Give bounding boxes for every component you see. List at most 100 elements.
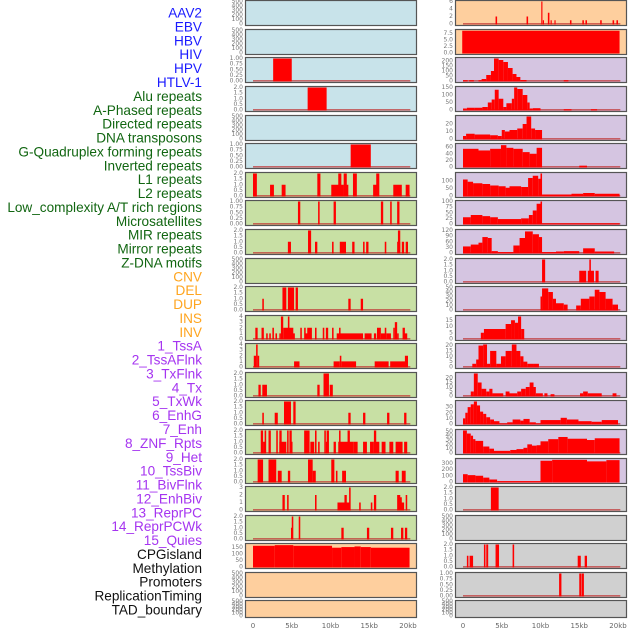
coverage-bar [540,420,561,425]
y-tick-label: 0.00 [440,593,454,600]
coverage-bar [308,459,313,483]
coverage-bar [463,80,468,82]
x-tick-label: 15kb [361,622,379,630]
y-tick-label: 1.00 [440,570,454,577]
coverage-bar [253,355,257,368]
coverage-bar [498,60,504,82]
y-tick-label: 400 [232,601,244,608]
coverage-bar [535,393,543,397]
coverage-bar [315,430,317,454]
y-tick-label: 4 [239,341,243,348]
coverage-bar [514,322,519,340]
coverage-bar [513,245,520,254]
y-tick-label: 2.0 [233,370,243,377]
y-tick-label: 0.5 [233,244,243,251]
track-panel: 0.00.51.01.52.0 [233,427,418,457]
panel-background [244,171,418,199]
coverage-bar [540,173,543,197]
coverage-bar [538,237,543,254]
coverage-bar [506,103,512,111]
coverage-bar [483,329,494,340]
coverage-bar [497,252,514,254]
coverage-bar [466,433,471,454]
coverage-bar [405,184,410,197]
y-tick-label: 200 [442,58,454,65]
coverage-bar [341,547,355,568]
coverage-bar [329,384,333,397]
y-tick-label: 0.75 [230,204,244,211]
coverage-bar [463,148,479,168]
coverage-bar [349,487,351,511]
coverage-bar [513,148,523,168]
track-label: 8_ZNF_Rpts [125,436,202,451]
coverage-bar [475,440,484,454]
coverage-bar [273,58,292,82]
coverage-bar [500,356,506,368]
coverage-bar [569,20,572,25]
coverage-bar [280,316,284,340]
y-tick-label: 1.0 [233,95,243,102]
coverage-bar [505,391,510,397]
baseline [253,109,411,111]
y-tick-label: 1.00 [230,55,244,62]
y-tick-label: 0.5 [233,301,243,308]
y-tick-label: 0 [449,250,453,257]
coverage-bar [277,470,282,483]
coverage-bar [542,223,620,225]
coverage-bar [542,259,546,283]
y-tick-label: 3 [239,347,243,354]
y-tick-label: 500 [232,27,244,34]
y-tick-label: 100 [232,45,244,52]
coverage-bar [332,327,334,340]
baseline [463,281,621,283]
coverage-bar [483,446,490,454]
y-tick-label: 300 [232,36,244,43]
coverage-bar [532,234,539,254]
coverage-bar [360,298,364,311]
coverage-bar [552,298,556,311]
coverage-bar [473,401,477,425]
y-tick-label: 1.5 [233,290,243,297]
track-panel: 0.00.51.01.52.0 [443,256,628,286]
y-tick-label: 1.0 [233,381,243,388]
coverage-bar [390,201,392,225]
coverage-bar [266,333,268,340]
y-tick-label: 0 [449,136,453,143]
coverage-bar [509,393,518,397]
coverage-bar [481,79,487,82]
track-label: G-Quadruplex forming repeats [18,144,202,159]
track-panel: 0.00.51.01.52.0 [233,84,418,114]
coverage-bar [536,445,541,454]
baseline [253,452,411,454]
coverage-bar [496,363,501,368]
baseline [253,252,411,254]
y-tick-label: 100 [232,610,244,617]
coverage-bar [339,241,346,254]
coverage-bar [257,459,264,483]
y-tick-label: 200 [442,607,454,614]
baseline [463,366,621,368]
coverage-bar [494,450,511,454]
coverage-bar [511,98,515,111]
baseline [253,166,411,168]
baseline [253,80,411,82]
coverage-bar [288,327,294,340]
coverage-bar [498,186,506,197]
coverage-bar [268,430,271,454]
coverage-bar [494,58,499,82]
y-tick-label: 2.5 [443,43,453,50]
y-tick-label: 100 [232,131,244,138]
coverage-bar [526,116,532,140]
coverage-bar [476,405,481,425]
coverage-bar [528,178,533,197]
panel-background [244,285,418,313]
track-label: Mirror repeats [117,242,202,257]
coverage-bar [552,459,587,483]
